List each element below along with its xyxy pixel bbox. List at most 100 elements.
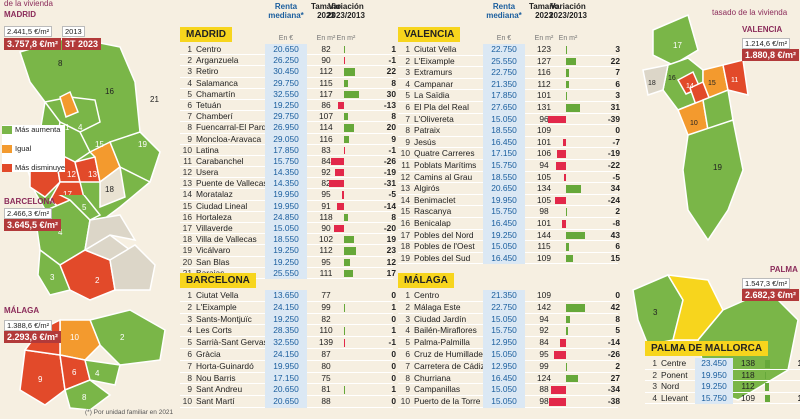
table-row: 3 Extramurs 22.750 116 7 — [398, 67, 620, 79]
row-variation-value: 1 — [391, 384, 396, 395]
row-tamano-value: 95 — [539, 348, 549, 359]
row-district-name: Fuencarral-El Pardo — [196, 122, 271, 133]
table-row: 9 Jesús 16.450 101 -7 — [398, 136, 620, 149]
row-renta-value: 25.550 — [483, 55, 525, 68]
row-number: 3 — [187, 66, 192, 77]
table-row: 2 Ponent 19.950 118 2 — [645, 369, 800, 382]
legend-swatch-orange — [2, 145, 12, 154]
row-renta-value: 15.050 — [483, 348, 525, 361]
table-row: 9 Sant Andreu 20.650 81 1 — [180, 384, 396, 397]
column-header-tamano: Tamaño 2023 — [310, 2, 342, 20]
row-district-name: Centro — [196, 44, 222, 54]
row-tamano-value: 131 — [537, 101, 551, 112]
svg-text:17: 17 — [673, 41, 682, 50]
table-row: 6 Gràcia 24.150 87 0 — [180, 348, 396, 361]
svg-text:8: 8 — [82, 393, 87, 402]
table-row: 13 Algirós 20.650 134 34 — [398, 183, 620, 195]
row-district-name: Hortaleza — [196, 211, 232, 222]
row-tamano-value: 118 — [741, 369, 755, 380]
row-variation-value: 34 — [610, 183, 620, 194]
table-row: 4 Bailén-Miraflores 15.750 92 5 — [398, 325, 620, 338]
table-row: 13 Puente de Vallecas 14.350 82 -31 — [180, 178, 396, 190]
row-district-name: Benicalap — [414, 217, 451, 228]
row-variation-value: 27 — [610, 372, 620, 383]
table-row: 5 Chamartín 32.550 117 30 — [180, 88, 396, 100]
row-variation-value: -19 — [607, 148, 620, 159]
table-row: 3 Ciudad Jardín 15.050 94 8 — [398, 313, 620, 326]
row-number: 17 — [182, 223, 192, 233]
table-row: 15 Ciudad Lineal 19.950 91 -14 — [180, 200, 396, 212]
svg-text:1: 1 — [65, 123, 70, 132]
variation-bar — [344, 386, 345, 395]
row-tamano-value: 98 — [539, 206, 549, 217]
row-variation-value: 30 — [386, 88, 396, 99]
row-number: 2 — [187, 301, 192, 312]
svg-text:4: 4 — [95, 369, 100, 378]
legend-aumenta: Más aumenta — [2, 125, 65, 135]
table-row: 17 Pobles del Nord 19.250 144 43 — [398, 229, 620, 242]
variation-bar — [344, 247, 356, 255]
row-district-name: Sant Martí — [196, 396, 235, 407]
table-row: 10 Latina 17.850 83 -1 — [180, 144, 396, 156]
row-renta-value: 19.950 — [265, 360, 307, 373]
row-variation-value: -26 — [607, 348, 620, 359]
table-city-title: VALENCIA — [398, 27, 461, 42]
table-row: 6 Tetuán 19.250 86 -13 — [180, 99, 396, 112]
row-tamano-value: 91 — [321, 200, 331, 211]
table-row: 1 Ciutat Vella 22.750 123 3 — [398, 44, 620, 56]
malaga-city-label: MÁLAGA — [4, 306, 40, 315]
row-tamano-value: 80 — [321, 360, 331, 371]
row-number: 5 — [405, 90, 410, 101]
palma-city-label: PALMA — [770, 265, 798, 274]
row-tamano-value: 112 — [741, 381, 755, 392]
row-tamano-value: 86 — [321, 99, 331, 110]
variation-bar — [344, 236, 354, 244]
row-renta-value: 19.250 — [265, 313, 307, 326]
table-city-title: PALMA DE MALLORCA — [645, 341, 769, 356]
row-renta-value: 26.950 — [265, 122, 307, 134]
legend-disminuye: Más disminuye — [2, 163, 65, 173]
table-row: 3 Sants-Montjuïc 19.250 82 0 — [180, 313, 396, 326]
madrid-year-2023: 3T 2023 — [62, 38, 102, 50]
malaga-price-2023: 2.293,6 €/m² — [4, 331, 62, 343]
variation-bar — [337, 202, 344, 210]
variation-bar — [556, 161, 566, 170]
row-tamano-value: 94 — [539, 313, 549, 324]
variation-bar — [343, 146, 344, 154]
row-district-name: Jesús — [414, 136, 436, 147]
row-renta-value: 15.750 — [265, 155, 307, 168]
row-district-name: Les Corts — [196, 325, 232, 336]
row-number: 13 — [400, 183, 410, 194]
svg-text:4: 4 — [78, 123, 83, 132]
table-row: 14 Moratalaz 19.950 95 -5 — [180, 189, 396, 201]
variation-bar — [344, 90, 359, 98]
svg-text:3: 3 — [50, 273, 55, 282]
row-tamano-value: 88 — [539, 384, 549, 395]
row-number: 7 — [187, 111, 192, 122]
row-renta-value: 17.850 — [483, 90, 525, 102]
table-barcelona: BARCELONA 1 Ciutat Vella 13.650 77 0 2 L'Eixamp… — [180, 272, 396, 408]
svg-text:18: 18 — [105, 185, 114, 194]
table-row: 2 L'Eixample 24.150 99 1 — [180, 301, 396, 314]
row-renta-value: 17.150 — [265, 372, 307, 385]
row-variation-value: 0 — [391, 396, 396, 407]
row-district-name: Vicálvaro — [196, 245, 231, 256]
variation-bar — [765, 360, 770, 368]
table-row: 10 Quatre Carreres 17.150 106 -19 — [398, 148, 620, 160]
row-number: 14 — [182, 189, 192, 200]
table-row: 10 Puerto de la Torre 15.050 98 -38 — [398, 396, 620, 408]
row-district-name: Benimaclet — [414, 194, 456, 205]
table-row: 16 Hortaleza 24.850 118 8 — [180, 211, 396, 224]
row-variation-value: -38 — [607, 396, 620, 407]
table-row: 21 Barajas 25.550 111 17 — [180, 267, 396, 279]
row-variation-value: -26 — [383, 155, 396, 166]
variation-bar — [566, 92, 568, 100]
table-row: 7 Carretera de Cádiz 12.950 99 2 — [398, 360, 620, 373]
row-variation-value: 23 — [386, 245, 396, 256]
row-variation-value: 12 — [386, 256, 396, 267]
row-district-name: Latina — [196, 144, 219, 155]
row-number: 5 — [187, 88, 192, 99]
table-row: 6 Cruz de Humilladero 15.050 95 -26 — [398, 348, 620, 361]
row-number: 2 — [187, 55, 192, 66]
row-district-name: Centre — [661, 358, 687, 368]
